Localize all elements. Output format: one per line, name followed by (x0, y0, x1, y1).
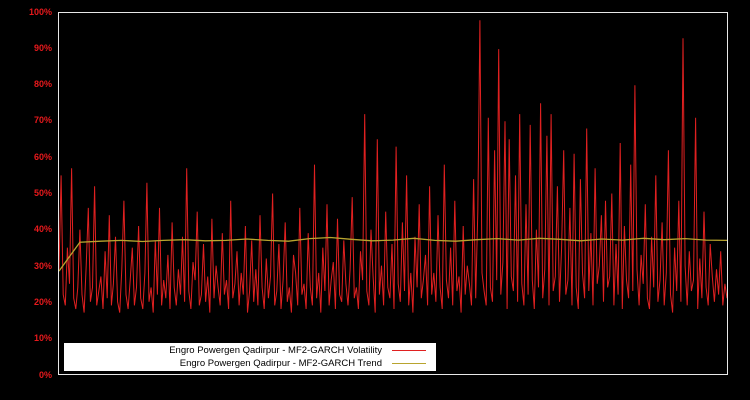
plot-svg (59, 20, 727, 313)
plot-area (58, 12, 728, 375)
legend-label-trend: Engro Powergen Qadirpur - MF2-GARCH Tren… (179, 358, 382, 369)
y-axis-tick-label: 40% (33, 224, 52, 235)
y-axis-tick-label: 20% (33, 296, 52, 307)
y-axis-tick-label: 30% (33, 260, 52, 271)
y-axis-tick-label: 70% (33, 115, 52, 126)
y-axis-tick-label: 50% (33, 188, 52, 198)
trend-line (59, 236, 727, 272)
trend-line-sample (392, 363, 426, 364)
legend: Engro Powergen Qadirpur - MF2-GARCH Vola… (64, 343, 436, 371)
legend-label-volatility: Engro Powergen Qadirpur - MF2-GARCH Vola… (169, 345, 382, 356)
y-axis-tick-label: 60% (33, 151, 52, 162)
y-axis-tick-label: 80% (33, 79, 52, 90)
y-axis-tick-label: 0% (38, 369, 52, 380)
y-axis-tick-label: 100% (28, 6, 52, 17)
y-axis-tick-label: 10% (33, 333, 52, 344)
legend-item-trend: Engro Powergen Qadirpur - MF2-GARCH Tren… (64, 358, 436, 370)
volatility-line-sample (392, 350, 426, 351)
y-axis-tick-label: 90% (33, 42, 52, 53)
legend-item-volatility: Engro Powergen Qadirpur - MF2-GARCH Vola… (64, 345, 436, 357)
volatility-line (59, 20, 727, 313)
